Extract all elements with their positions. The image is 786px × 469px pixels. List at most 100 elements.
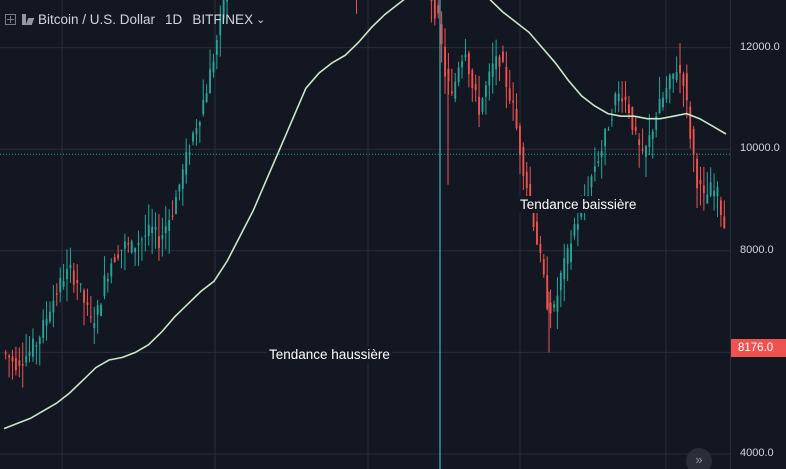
candle-body xyxy=(38,337,41,345)
candle-body xyxy=(549,302,552,314)
candle-body xyxy=(450,91,453,94)
candle-body xyxy=(590,176,593,188)
candle-body xyxy=(645,146,647,157)
candle-body xyxy=(83,290,85,303)
exchange-label[interactable]: BITFINEX xyxy=(192,11,254,27)
price-tick-label: 8000.0 xyxy=(740,243,774,256)
candle-body xyxy=(444,46,446,77)
last-price-badge: 8176.0 xyxy=(731,339,786,357)
candle-body xyxy=(4,352,7,354)
price-tick-label: 12000.0 xyxy=(740,40,780,53)
candle-body xyxy=(542,258,545,275)
candle-body xyxy=(140,239,143,241)
expand-icon[interactable] xyxy=(5,13,16,25)
candle-body xyxy=(713,191,716,197)
candle-body xyxy=(45,318,48,326)
candle-body xyxy=(430,0,433,2)
double-chevron-right-icon: » xyxy=(695,452,703,467)
candle-body xyxy=(519,125,521,156)
candle-body xyxy=(212,61,215,73)
symbol-toolbar: Bitcoin / U.S. Dollar 1D BITFINEX ⌄ xyxy=(0,0,360,38)
candle-body xyxy=(181,169,184,189)
candle-body xyxy=(580,211,583,217)
candle-body xyxy=(52,300,55,313)
candle-body xyxy=(106,279,109,282)
candle-body xyxy=(471,70,474,89)
candle-body xyxy=(525,171,528,189)
candle-body xyxy=(682,73,685,86)
timeframe-label[interactable]: 1D xyxy=(165,11,183,27)
candle-body xyxy=(8,355,11,358)
candle-body xyxy=(474,83,477,91)
candle-body xyxy=(100,304,102,316)
candle-body xyxy=(158,236,160,249)
candle-body xyxy=(716,186,719,197)
candle-body xyxy=(679,64,681,74)
candle-body xyxy=(222,0,225,19)
candle-body xyxy=(529,184,532,203)
candle-body xyxy=(634,126,637,131)
candle-body xyxy=(72,270,75,285)
candle-body xyxy=(515,108,518,129)
candle-body xyxy=(464,54,467,58)
candle-body xyxy=(205,93,208,103)
candle-body xyxy=(706,194,709,204)
candle-body xyxy=(14,358,17,371)
candle-body xyxy=(147,224,150,237)
candle-body xyxy=(171,215,174,217)
candle-body xyxy=(621,98,624,102)
candle-body xyxy=(215,40,218,55)
candle-body xyxy=(692,129,695,155)
candle-body xyxy=(161,234,164,239)
candle-body xyxy=(42,320,45,338)
candle-body xyxy=(209,68,211,93)
candle-body xyxy=(202,99,205,115)
candle-body xyxy=(651,131,654,139)
candle-body xyxy=(532,205,535,228)
candle-body xyxy=(127,242,130,245)
candle-body xyxy=(685,73,688,101)
scroll-to-realtime-button[interactable]: » xyxy=(686,448,712,469)
price-axis[interactable]: 20000.018000.016000.014000.012000.010000… xyxy=(730,0,786,469)
candle-body xyxy=(188,152,191,156)
candle-body xyxy=(79,283,82,285)
candle-body xyxy=(86,302,89,306)
candle-body xyxy=(491,63,494,78)
moving-average-line xyxy=(3,0,727,430)
candle-body xyxy=(110,263,113,277)
candle-body xyxy=(617,93,620,102)
downtrend-annotation[interactable]: Tendance baissière xyxy=(518,196,639,213)
candle-body xyxy=(18,360,21,367)
candle-body xyxy=(505,66,508,88)
candle-body xyxy=(226,0,229,2)
candle-body xyxy=(130,241,133,253)
candle-body xyxy=(185,152,188,175)
chevron-down-icon[interactable]: ⌄ xyxy=(256,13,266,26)
candle-body xyxy=(32,338,34,357)
candle-body xyxy=(624,96,627,101)
candle-body xyxy=(120,249,123,252)
candle-body xyxy=(62,280,65,287)
candle-body xyxy=(151,226,154,234)
candle-body xyxy=(195,128,198,135)
candle-body xyxy=(610,119,613,121)
candle-body xyxy=(49,311,51,322)
candle-body xyxy=(563,258,566,280)
candle-body xyxy=(607,129,610,131)
candle-body xyxy=(164,226,167,233)
candle-body xyxy=(498,56,501,67)
candle-body xyxy=(566,248,569,264)
candle-body xyxy=(702,185,705,194)
symbol-name[interactable]: Bitcoin / U.S. Dollar xyxy=(38,11,156,27)
candle-body xyxy=(539,244,542,254)
chart-area[interactable]: Bitcoin / U.S. Dollar 1D BITFINEX ⌄ Tend… xyxy=(0,0,730,469)
candle-body xyxy=(696,158,698,189)
candle-body xyxy=(699,179,702,185)
candle-body xyxy=(501,51,504,62)
candle-body xyxy=(93,322,96,328)
candle-body xyxy=(559,272,562,291)
uptrend-annotation[interactable]: Tendance haussière xyxy=(267,346,392,363)
candlestick-chart[interactable] xyxy=(0,0,730,469)
candle-body xyxy=(597,161,600,163)
candle-body xyxy=(672,73,675,79)
